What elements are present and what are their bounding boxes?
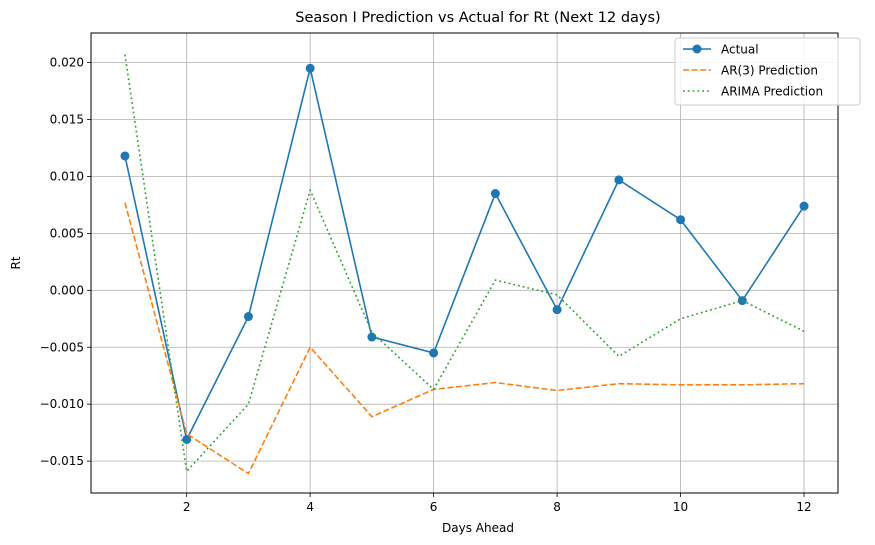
axes: 2 4 6 8 10 12 −0.015 −0.010 −0.005 0.000 0.005 0.01… — [40, 56, 812, 514]
x-tick-label: 8 — [553, 500, 561, 514]
y-tick-label: 0.020 — [50, 56, 84, 70]
x-tick-label: 2 — [183, 500, 191, 514]
series-line — [124, 202, 805, 475]
series-line — [124, 54, 805, 473]
data-point — [182, 434, 192, 444]
data-point — [367, 332, 377, 342]
data-point — [243, 312, 253, 322]
y-tick-label: 0.000 — [50, 283, 84, 297]
legend-label: Actual — [721, 43, 759, 57]
chart-title: Season I Prediction vs Actual for Rt (Ne… — [295, 10, 660, 26]
legend-box — [674, 37, 861, 106]
y-tick-label: −0.005 — [40, 340, 84, 354]
legend-label: ARIMA Prediction — [721, 85, 823, 99]
y-tick-label: −0.015 — [40, 454, 84, 468]
data-point — [799, 201, 809, 211]
data-point — [429, 348, 439, 358]
plot-frame — [90, 32, 839, 494]
series-line — [124, 67, 805, 441]
y-tick-label: 0.015 — [50, 113, 84, 127]
legend: Actual AR(3) Prediction ARIMA Prediction — [674, 37, 861, 106]
x-tick-label: 6 — [430, 500, 438, 514]
data-point — [305, 63, 315, 73]
series-actual — [120, 63, 809, 444]
data-point — [120, 151, 130, 161]
legend-swatch-marker — [692, 44, 702, 54]
y-tick-label: 0.005 — [50, 226, 84, 240]
data-point — [614, 175, 624, 185]
legend-label: AR(3) Prediction — [721, 64, 818, 78]
x-tick-label: 4 — [306, 500, 314, 514]
x-axis-label: Days Ahead — [442, 521, 514, 535]
y-tick-label: 0.010 — [50, 169, 84, 183]
series-ar-3-prediction — [124, 202, 805, 475]
series-group — [120, 54, 809, 475]
x-tick-label: 10 — [673, 500, 688, 514]
y-tick-label: −0.010 — [40, 397, 84, 411]
y-axis-label: Rt — [9, 256, 23, 269]
data-point — [490, 189, 500, 199]
data-point — [552, 305, 562, 315]
data-point — [676, 215, 686, 225]
x-tick-label: 12 — [796, 500, 811, 514]
series-arima-prediction — [124, 54, 805, 473]
